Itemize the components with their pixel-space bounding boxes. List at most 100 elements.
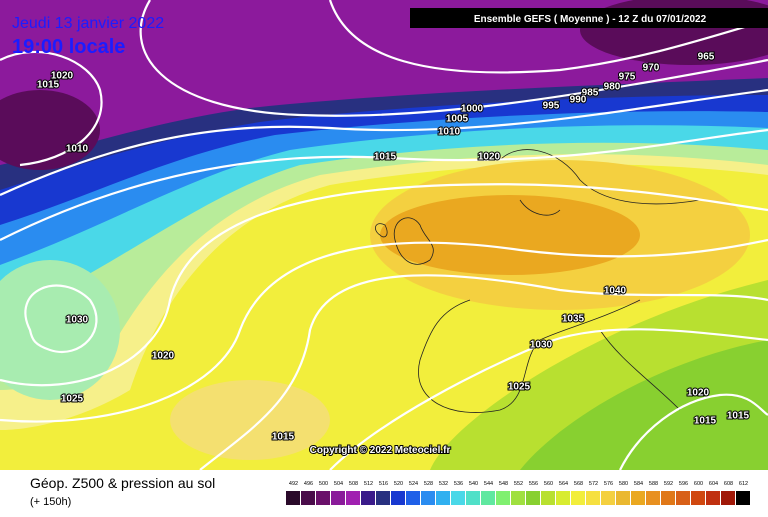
scale-swatch: [586, 491, 600, 505]
scale-label: 572: [589, 481, 598, 487]
isobars: [0, 0, 768, 471]
time: 19:00 locale: [12, 36, 125, 58]
scale-label: 540: [469, 481, 478, 487]
scale-swatch: [736, 491, 750, 505]
isobar-label: 1015: [694, 416, 717, 427]
scale-swatch: [631, 491, 645, 505]
scale-swatch: [466, 491, 480, 505]
scale-label: 560: [544, 481, 553, 487]
scale-swatch: [316, 491, 330, 505]
isobar-label: 1000: [461, 104, 484, 115]
coastlines: [375, 149, 701, 413]
isobar-label: 995: [543, 101, 560, 112]
isobar-label: 990: [570, 95, 587, 106]
isobar-label: 1030: [66, 315, 89, 326]
scale-swatch: [346, 491, 360, 505]
scale-swatch: [526, 491, 540, 505]
isobar-label: 1040: [604, 286, 627, 297]
isobar-label: 975: [619, 72, 636, 83]
scale-swatch: [541, 491, 555, 505]
scale-label: 504: [334, 481, 343, 487]
isobar-label: 985: [582, 88, 599, 99]
scale-label: 556: [529, 481, 538, 487]
scale-label: 512: [364, 481, 373, 487]
scale-swatch: [376, 491, 390, 505]
scale-swatch: [601, 491, 615, 505]
scale-label: 500: [319, 481, 328, 487]
scale-label: 492: [289, 481, 298, 487]
scale-label: 528: [424, 481, 433, 487]
isobar-label: 1010: [438, 127, 461, 138]
scale-swatch: [616, 491, 630, 505]
scale-swatch: [451, 491, 465, 505]
scale-label: 532: [439, 481, 448, 487]
isobar-label: 1025: [61, 394, 84, 405]
isobar-label: 1020: [51, 71, 74, 82]
scale-label: 548: [499, 481, 508, 487]
footer-lead: (+ 150h): [30, 496, 71, 508]
scale-label: 596: [679, 481, 688, 487]
scale-label: 592: [664, 481, 673, 487]
scale-label: 580: [619, 481, 628, 487]
scale-label: 544: [484, 481, 493, 487]
isobar-label: 1025: [508, 382, 531, 393]
scale-swatch: [361, 491, 375, 505]
isobar-label: 1020: [478, 152, 501, 163]
scale-swatch: [721, 491, 735, 505]
isobar-label: 965: [698, 52, 715, 63]
isobar-label: 1015: [727, 411, 750, 422]
scale-swatch: [301, 491, 315, 505]
scale-label: 516: [379, 481, 388, 487]
scale-label: 604: [709, 481, 718, 487]
scale-swatch: [556, 491, 570, 505]
date: Jeudi 13 janvier 2022: [12, 15, 164, 32]
isobar-label: 1035: [562, 314, 585, 325]
scale-swatch: [406, 491, 420, 505]
scale-swatch: [661, 491, 675, 505]
scale-swatch: [706, 491, 720, 505]
run-info: Ensemble GEFS ( Moyenne ) - 12 Z du 07/0…: [474, 14, 707, 25]
scale-label: 568: [574, 481, 583, 487]
scale-label: 536: [454, 481, 463, 487]
scale-swatch: [691, 491, 705, 505]
scale-swatch: [391, 491, 405, 505]
isobar-label: 1015: [37, 80, 60, 91]
run-banner: [410, 8, 768, 28]
isobar-label: 1020: [152, 351, 175, 362]
scale-label: 600: [694, 481, 703, 487]
scale-swatch: [496, 491, 510, 505]
scale-swatch: [286, 491, 300, 505]
scale-label: 496: [304, 481, 313, 487]
scale-swatch: [436, 491, 450, 505]
isobar-label: 980: [604, 82, 621, 93]
isobar-label: 1030: [530, 340, 553, 351]
scale-swatch: [421, 491, 435, 505]
scale-swatch: [571, 491, 585, 505]
scale-label: 584: [634, 481, 643, 487]
scale-label: 576: [604, 481, 613, 487]
scale-label: 588: [649, 481, 658, 487]
scale-swatch: [331, 491, 345, 505]
isobar-label: 1010: [66, 144, 89, 155]
isobar-label: 1020: [687, 388, 710, 399]
isobar-label: 1005: [446, 114, 469, 125]
scale-label: 520: [394, 481, 403, 487]
scale-label: 508: [349, 481, 358, 487]
scale-swatch: [511, 491, 525, 505]
scale-swatch: [676, 491, 690, 505]
scale-label: 612: [739, 481, 748, 487]
scale-label: 564: [559, 481, 568, 487]
color-scale: 492 496 500 504 508 512 516 520 524 528 532 536 540 5…: [286, 481, 750, 505]
scale-label: 608: [724, 481, 733, 487]
scale-swatch: [481, 491, 495, 505]
scale-swatch: [646, 491, 660, 505]
copyright: Copyright © 2022 Meteociel.fr: [310, 445, 451, 456]
isobar-label: 1015: [374, 152, 397, 163]
scale-label: 524: [409, 481, 418, 487]
isobar-label: 1015: [272, 432, 295, 443]
footer-title: Géop. Z500 & pression au sol: [30, 475, 215, 491]
isobar-label: 970: [643, 63, 660, 74]
scale-label: 552: [514, 481, 523, 487]
